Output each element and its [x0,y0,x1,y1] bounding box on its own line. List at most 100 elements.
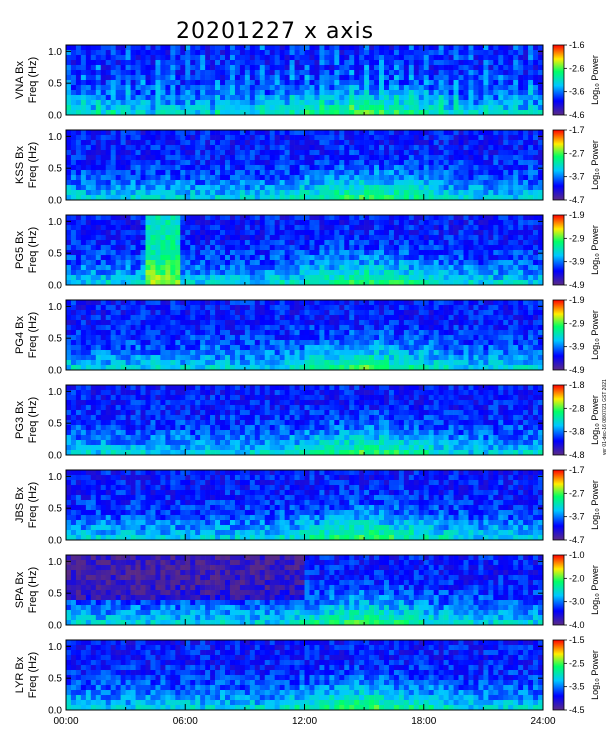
colorbar [552,129,565,201]
colorbar-tick-label: -4.9 [569,365,585,375]
y-tick-label: 0.0 [48,621,62,632]
panel-freq-label: Freq (Hz) [27,397,39,443]
colorbar-tick-label: -1.9 [569,295,585,305]
spectrogram-cells [66,385,544,456]
spectrogram-cells [66,640,544,711]
panel-freq-label: Freq (Hz) [27,567,39,613]
panel-station-label: SPA Bx [14,571,26,608]
colorbar-tick-label: -1.6 [569,40,585,50]
y-tick-label: 0.0 [48,366,62,377]
panel-jbs: 0.0 0.5 1.0 JBS Bx Freq (Hz) -1.7 -2.7 -3.7 -4.7… [14,465,600,547]
panel-pg4: 0.0 0.5 1.0 PG4 Bx Freq (Hz) -1.9 -2.9 -3.9 -4.9… [14,295,600,377]
colorbar-tick-label: -4.5 [569,705,585,715]
spectrogram-cells [66,45,544,116]
panel-lyr: 0.0 0.5 1.0 LYR Bx Freq (Hz) -1.5 -2.5 -3.5 -4.5… [14,635,600,717]
y-tick-label: 1.0 [48,217,62,228]
colorbar [552,554,565,626]
x-tick-label: 24:00 [530,716,555,727]
panel-pg3: 0.0 0.5 1.0 PG3 Bx Freq (Hz) -1.8 -2.8 -3.8 -4.8… [14,380,600,462]
x-tick-label: 00:00 [53,716,78,727]
version-stamp: ver 01-dec-16 08/07/21 GST 2021 [602,379,608,455]
colorbar-tick-label: -4.7 [569,535,585,545]
panel-freq-label: Freq (Hz) [27,142,39,188]
colorbar-tick-label: -2.7 [569,148,585,158]
colorbar-tick-label: -3.7 [569,172,585,182]
y-tick-label: 1.0 [48,387,62,398]
colorbar [552,299,565,371]
y-tick-label: 1.0 [48,302,62,313]
colorbar-label: Log₁₀ Power [590,480,600,530]
y-tick-label: 0.5 [48,164,62,175]
y-tick-label: 0.5 [48,504,62,515]
colorbar-tick-label: -2.6 [569,63,585,73]
y-tick-label: 1.0 [48,642,62,653]
colorbar-tick-label: -3.5 [569,682,585,692]
panel-kss: 0.0 0.5 1.0 KSS Bx Freq (Hz) -1.7 -2.7 -3.7 -4.7… [14,125,600,207]
colorbar-tick-label: -2.0 [569,573,585,583]
colorbar-tick-label: -1.8 [569,380,585,390]
colorbar-tick-label: -3.8 [569,427,585,437]
y-tick-label: 1.0 [48,47,62,58]
y-tick-label: 0.5 [48,79,62,90]
colorbar [552,469,565,541]
colorbar-tick-label: -3.9 [569,342,585,352]
panel-freq-label: Freq (Hz) [27,482,39,528]
panel-station-label: PG4 Bx [14,316,26,354]
colorbar-tick-label: -4.0 [569,620,585,630]
panel-freq-label: Freq (Hz) [27,227,39,273]
panel-freq-label: Freq (Hz) [27,652,39,698]
spectrogram-cells [66,215,544,286]
y-tick-label: 0.0 [48,536,62,547]
y-tick-label: 0.0 [48,196,62,207]
y-tick-label: 0.5 [48,419,62,430]
figure-title: 20201227 x axis [176,19,374,44]
panel-station-label: PG3 Bx [14,401,26,439]
panel-station-label: JBS Bx [14,486,26,523]
colorbar-tick-label: -4.9 [569,280,585,290]
y-tick-label: 0.5 [48,249,62,260]
panel-pg5: 0.0 0.5 1.0 PG5 Bx Freq (Hz) -1.9 -2.9 -3.9 -4.9… [14,210,600,292]
colorbar-tick-label: -4.6 [569,110,585,120]
colorbar-tick-label: -2.9 [569,233,585,243]
y-tick-label: 1.0 [48,472,62,483]
colorbar-label: Log₁₀ Power [590,225,600,275]
colorbar-label: Log₁₀ Power [590,310,600,360]
colorbar-tick-label: -2.5 [569,658,585,668]
colorbar [552,44,565,116]
y-tick-label: 0.5 [48,334,62,345]
x-axis: 00:00 06:00 12:00 18:00 24:00 [53,716,555,727]
spectrogram-cells [66,130,544,201]
y-tick-label: 0.0 [48,706,62,717]
colorbar-label: Log₁₀ Power [590,395,600,445]
colorbar-tick-label: -1.7 [569,125,585,135]
y-tick-label: 0.0 [48,451,62,462]
colorbar-tick-label: -3.9 [569,257,585,267]
panel-spa: 0.0 0.5 1.0 SPA Bx Freq (Hz) -1.0 -2.0 -3.0 -4.0… [14,550,600,632]
colorbar-label: Log₁₀ Power [590,565,600,615]
y-tick-label: 0.0 [48,281,62,292]
y-tick-label: 0.5 [48,589,62,600]
colorbar-tick-label: -1.0 [569,550,585,560]
panel-vna: 0.0 0.5 1.0 VNA Bx Freq (Hz) -1.6 -2.6 -3.6 -4.6… [14,40,600,122]
colorbar-tick-label: -2.7 [569,488,585,498]
y-tick-label: 1.0 [48,557,62,568]
colorbar-tick-label: -1.9 [569,210,585,220]
spectrogram-cells [66,300,544,371]
colorbar-tick-label: -2.8 [569,403,585,413]
x-tick-label: 06:00 [173,716,198,727]
spectrogram-cells [66,470,544,541]
panel-station-label: LYR Bx [14,656,26,693]
spectrogram-cells [66,555,544,626]
colorbar-tick-label: -1.7 [569,465,585,475]
colorbar-label: Log₁₀ Power [590,140,600,190]
x-tick-label: 12:00 [292,716,317,727]
colorbar-tick-label: -4.8 [569,450,585,460]
colorbar-tick-label: -3.0 [569,597,585,607]
colorbar [552,214,565,286]
colorbar-tick-label: -4.7 [569,195,585,205]
y-tick-label: 0.5 [48,674,62,685]
colorbar-label: Log₁₀ Power [590,650,600,700]
colorbar-tick-label: -3.6 [569,87,585,97]
